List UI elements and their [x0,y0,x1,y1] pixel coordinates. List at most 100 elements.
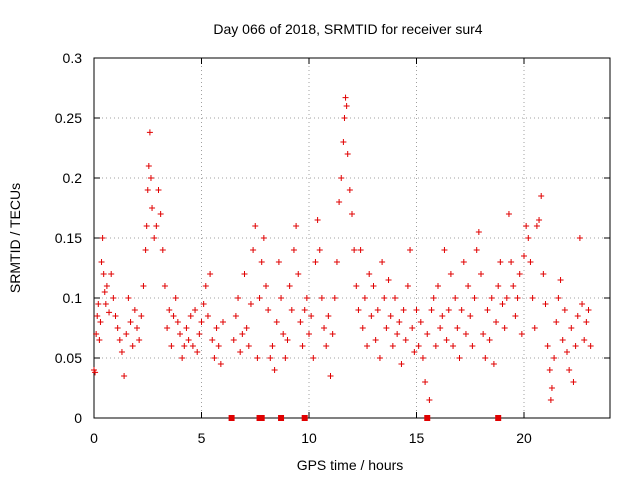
data-point [258,259,265,265]
data-point [151,235,158,241]
data-point [321,325,328,331]
data-point [585,307,592,313]
data-point [469,343,476,349]
data-point [235,295,242,301]
data-point [486,337,493,343]
data-point [245,343,252,349]
data-point [503,295,510,301]
data-point [432,343,439,349]
data-point [250,247,257,253]
data-point [202,283,209,289]
data-point [145,163,152,169]
data-point [260,235,267,241]
data-point [557,277,564,283]
data-point [194,349,201,355]
plot-frame [93,57,611,419]
data-point [142,247,149,253]
data-point [566,367,573,373]
data-point [443,337,450,343]
data-point [96,337,103,343]
data-point [98,259,105,265]
data-point [185,337,192,343]
data-point [254,355,261,361]
data-point [273,319,280,325]
data-point [454,325,461,331]
y-tick-label: 0.3 [63,50,83,66]
data-point [303,295,310,301]
data-point [529,295,536,301]
data-point [136,337,143,343]
data-point [278,415,285,421]
data-point [467,313,474,319]
data-point [278,295,285,301]
data-point [299,343,306,349]
data-point [243,325,250,331]
data-point [505,211,512,217]
data-point [149,205,156,211]
data-point [323,343,330,349]
data-point [106,309,113,316]
data-point [192,307,199,313]
data-point [493,319,500,325]
data-point [514,295,521,301]
data-point [280,331,287,337]
data-point [353,283,360,289]
data-point [387,313,394,319]
data-point [333,259,340,265]
data-point [540,271,547,277]
data-point [252,223,259,229]
data-point [118,349,125,355]
data-point [181,343,188,349]
data-point [531,325,538,331]
data-point [400,307,407,313]
x-tick-label: 5 [198,430,206,446]
data-point [207,271,214,277]
data-point [398,361,405,367]
tick-labels: 0 0.05 0.1 0.15 0.2 0.25 0.3 0 5 10 15 20 [55,50,532,446]
data-point [447,271,454,277]
data-point [561,307,568,313]
data-point [263,283,269,289]
data-point [269,343,276,349]
data-point [357,247,364,253]
data-point [404,283,411,289]
data-point [576,235,583,241]
data-point [271,367,278,373]
data-point [495,415,502,421]
data-point [129,343,136,349]
data-point [344,151,351,157]
data-point [92,369,99,376]
data-point [548,385,555,391]
data-point [196,331,203,337]
data-point [112,313,119,319]
data-point [239,331,246,337]
data-point [383,325,390,331]
data-point [394,331,401,337]
data-point [379,259,386,265]
data-point [327,373,334,379]
data-point [297,319,304,325]
data-point [521,253,527,259]
x-tick-label: 0 [90,430,98,446]
data-point [579,301,586,307]
data-point [462,331,469,337]
data-point [484,307,491,313]
data-point [458,307,465,313]
data-point [265,307,272,313]
y-axis-label: SRMTID / TECUs [7,183,23,293]
data-point [583,319,590,325]
data-point [553,319,560,325]
data-point [101,289,108,295]
data-point [343,103,350,109]
data-point [114,325,121,331]
data-point [295,271,302,277]
data-point [359,325,366,331]
data-point [183,325,190,331]
data-point [385,277,392,283]
data-point [213,325,220,331]
data-point [559,337,566,343]
data-point [301,415,308,421]
data-point [460,259,467,265]
data-point [568,325,575,331]
